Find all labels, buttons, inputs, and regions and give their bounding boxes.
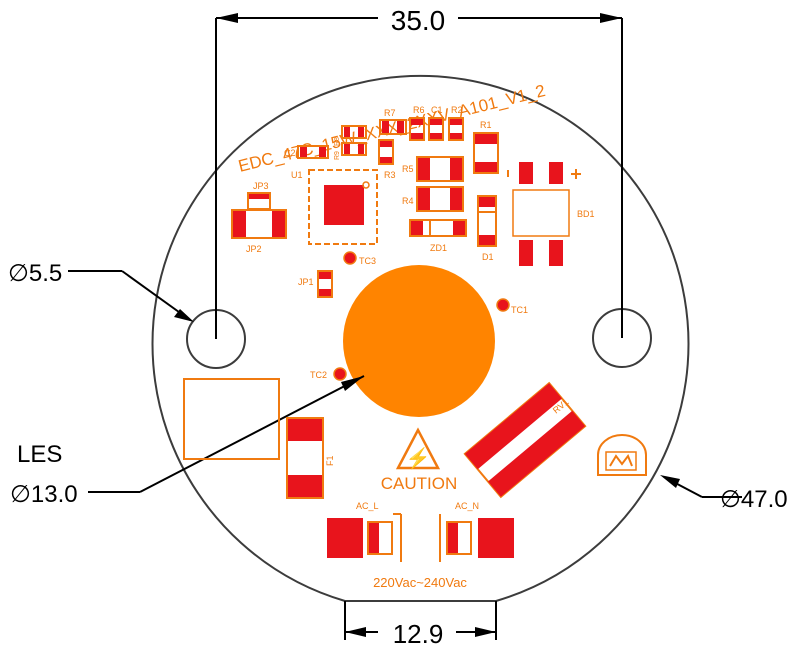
label-r4: R4 xyxy=(402,196,414,206)
r3-part xyxy=(378,139,394,165)
label-r3: R3 xyxy=(384,170,396,180)
label-ac-n: AC_N xyxy=(455,501,479,511)
label-tc3: TC3 xyxy=(359,256,376,266)
jp1-part: JP1 xyxy=(298,270,333,298)
dimension-hole-leader xyxy=(68,270,194,322)
dimension-board-label: ∅47.0 xyxy=(720,486,788,513)
warning-icon xyxy=(395,427,441,470)
test-points: TC3 TC1 TC2 xyxy=(310,251,528,381)
label-d1: D1 xyxy=(482,252,494,262)
voltage-text: 220Vac~240Vac xyxy=(373,575,467,590)
c1-part xyxy=(428,117,444,141)
label-f1: F1 xyxy=(325,455,335,466)
r5-r4-parts: R5 R4 xyxy=(402,156,464,212)
caution-sign: ⚡ CAUTION xyxy=(381,427,458,493)
dimension-les-leader xyxy=(88,375,365,493)
d1-part: D1 xyxy=(477,195,497,262)
label-jp1: JP1 xyxy=(298,277,314,287)
esd-icon xyxy=(597,434,647,476)
dimension-les-label: ∅13.0 xyxy=(10,481,78,508)
components-top: C2 R8 R9 R3 R7 R6 C1 R2 R1 xyxy=(284,105,499,180)
label-jp2: JP2 xyxy=(246,244,262,254)
label-c2: C2 xyxy=(284,148,296,158)
label-r9: R9 xyxy=(334,151,341,160)
label-ac-l: AC_L xyxy=(356,501,379,511)
label-r2: R2 xyxy=(451,105,463,115)
les-label: LES xyxy=(17,441,62,468)
dimension-hole-label: ∅5.5 xyxy=(8,260,62,287)
warning-icon-glyph: ⚡ xyxy=(406,446,431,470)
dimension-35-label: 35.0 xyxy=(391,5,446,36)
ac-n-connector: AC_N xyxy=(439,501,514,562)
dimension-board-leader xyxy=(660,475,742,498)
label-jp3: JP3 xyxy=(253,181,269,191)
label-r8: R8 xyxy=(334,137,341,146)
r1-part xyxy=(473,132,499,174)
dimension-35 xyxy=(215,13,623,339)
label-r1: R1 xyxy=(480,120,492,130)
r6-part xyxy=(409,117,425,141)
jp3-jp2-parts: JP3 JP2 xyxy=(231,181,287,254)
dimension-12-9 xyxy=(344,601,497,640)
label-c1: C1 xyxy=(431,105,443,115)
r2-part xyxy=(448,117,464,141)
r7-part xyxy=(379,119,407,135)
label-bd1: BD1 xyxy=(577,209,595,219)
label-r5: R5 xyxy=(402,164,414,174)
bd1-part: BD1 xyxy=(507,162,595,266)
label-tc2: TC2 xyxy=(310,370,327,380)
c2-part xyxy=(297,145,329,159)
left-footprint xyxy=(183,378,280,460)
rv1-part xyxy=(463,381,587,499)
ac-l-connector: AC_L xyxy=(327,501,402,562)
dimension-12-9-label: 12.9 xyxy=(393,619,444,648)
u1-chip: U1 xyxy=(291,169,378,245)
zd1-part: ZD1 xyxy=(409,219,467,253)
label-tc1: TC1 xyxy=(511,305,528,315)
les-area xyxy=(343,265,495,417)
label-r6: R6 xyxy=(413,105,425,115)
caution-text: CAUTION xyxy=(381,474,458,493)
f1-part: F1 xyxy=(286,417,335,499)
label-zd1: ZD1 xyxy=(430,243,447,253)
label-u1: U1 xyxy=(291,170,303,180)
label-r7: R7 xyxy=(384,108,396,118)
